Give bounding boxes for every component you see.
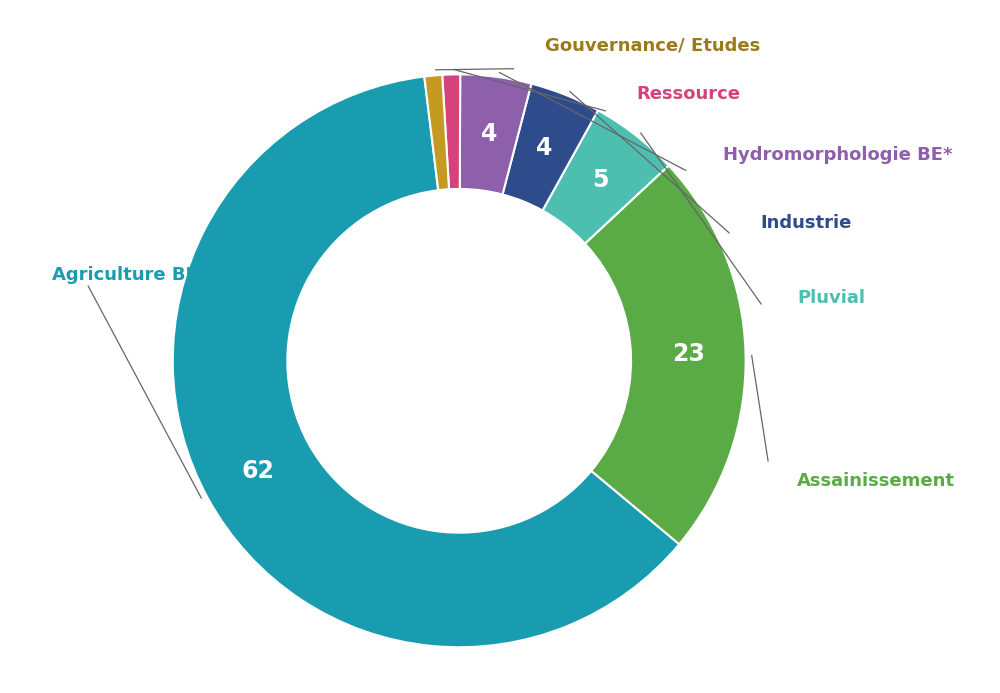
Text: 23: 23: [672, 342, 705, 367]
Text: 4: 4: [481, 121, 497, 146]
Wedge shape: [442, 74, 460, 189]
Text: Gouvernance/ Etudes: Gouvernance/ Etudes: [545, 37, 760, 55]
Wedge shape: [585, 166, 746, 544]
Text: Ressource: Ressource: [637, 85, 741, 103]
Text: 4: 4: [536, 136, 552, 160]
Wedge shape: [424, 75, 449, 191]
Wedge shape: [503, 84, 598, 211]
Text: Hydromorphologie BE*: Hydromorphologie BE*: [723, 146, 952, 164]
Text: Assainissement: Assainissement: [797, 472, 955, 490]
Text: Industrie: Industrie: [760, 214, 851, 232]
Text: Agriculture BE*: Agriculture BE*: [52, 266, 208, 284]
Text: 5: 5: [592, 168, 609, 192]
Text: Pluvial: Pluvial: [797, 289, 865, 307]
Wedge shape: [460, 74, 531, 195]
Wedge shape: [173, 76, 679, 647]
Wedge shape: [543, 110, 669, 244]
Text: 62: 62: [242, 459, 274, 482]
